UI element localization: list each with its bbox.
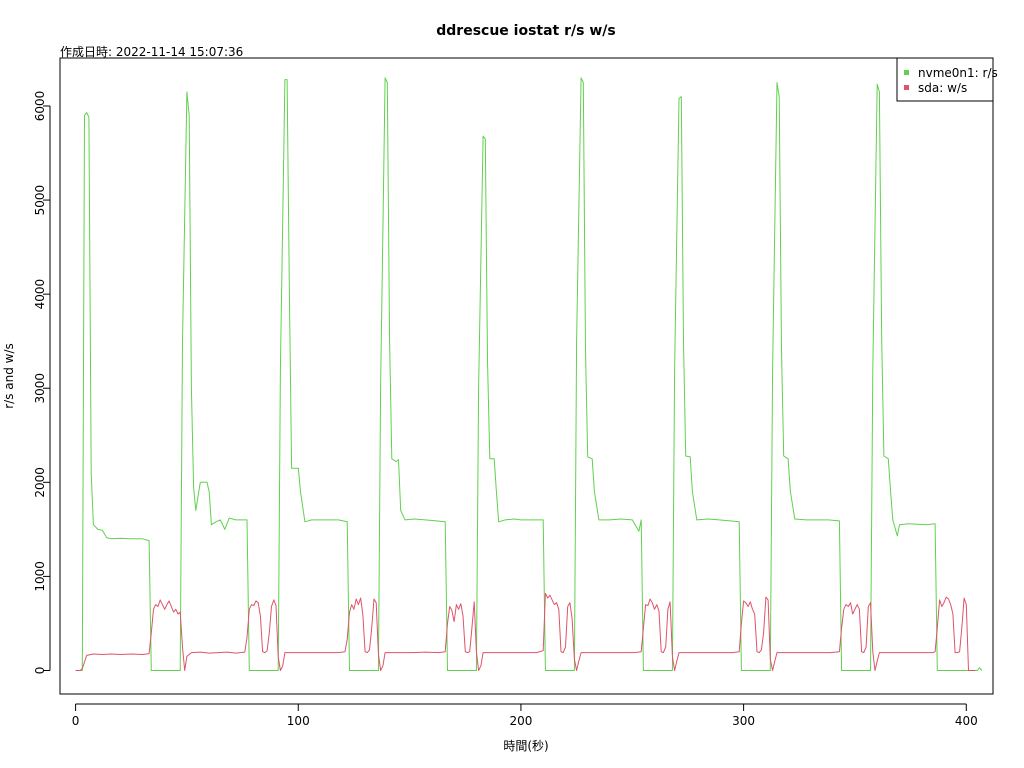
x-tick-label: 200 [509, 714, 532, 728]
plot-frame [59, 57, 994, 695]
x-tick-label: 300 [732, 714, 755, 728]
y-axis-label: r/s and w/s [2, 343, 16, 409]
x-axis-label: 時間(秒) [503, 739, 548, 753]
x-tick-label: 400 [955, 714, 978, 728]
x-tick-label: 0 [72, 714, 80, 728]
y-tick-label: 0 [33, 667, 47, 675]
y-tick-label: 5000 [33, 185, 47, 216]
y-axis: 0 1000 2000 3000 4000 5000 6000 [33, 91, 51, 675]
x-axis: 0 100 200 300 400 [72, 703, 978, 728]
legend-box [896, 57, 994, 102]
legend-swatch-sda [904, 85, 909, 90]
y-tick-label: 2000 [33, 467, 47, 498]
y-tick-label: 4000 [33, 279, 47, 310]
legend: nvme0n1: r/s sda: w/s [896, 57, 998, 102]
x-tick-label: 100 [287, 714, 310, 728]
legend-label-sda: sda: w/s [918, 81, 967, 95]
chart-subtitle: 作成日時: 2022-11-14 15:07:36 [60, 45, 243, 59]
y-tick-label: 1000 [33, 561, 47, 592]
chart-title: ddrescue iostat r/s w/s [436, 23, 615, 39]
plot-area [75, 77, 983, 671]
series-line-0 [75, 77, 983, 671]
y-tick-label: 3000 [33, 373, 47, 404]
legend-label-nvme: nvme0n1: r/s [918, 66, 998, 80]
legend-swatch-nvme [904, 70, 909, 75]
series-line-1 [75, 592, 976, 671]
y-tick-label: 6000 [33, 91, 47, 122]
